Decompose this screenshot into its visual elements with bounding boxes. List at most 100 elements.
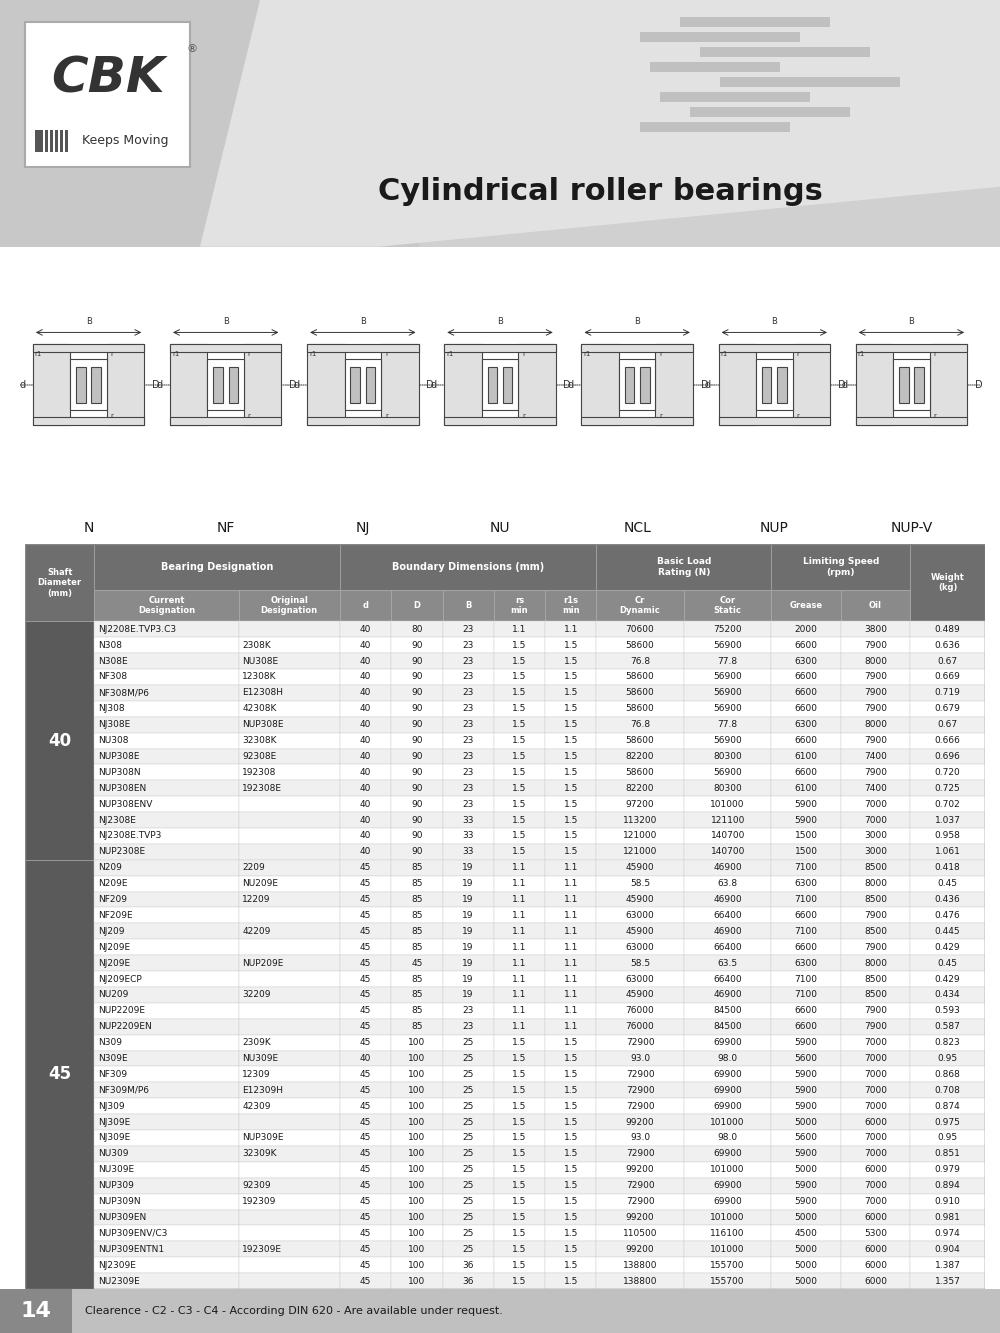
Bar bbox=[391, 1002, 443, 1018]
Bar bbox=[655, 344, 693, 425]
Bar bbox=[239, 892, 340, 908]
Text: 25: 25 bbox=[462, 1197, 474, 1206]
Text: 58600: 58600 bbox=[626, 672, 654, 681]
Bar bbox=[771, 1018, 841, 1034]
Text: 1.1: 1.1 bbox=[512, 926, 527, 936]
Bar bbox=[94, 892, 239, 908]
Bar bbox=[94, 1130, 239, 1146]
Text: 92308E: 92308E bbox=[242, 752, 277, 761]
Text: 1.5: 1.5 bbox=[563, 800, 578, 809]
Bar bbox=[94, 812, 239, 828]
Text: 7100: 7100 bbox=[795, 926, 818, 936]
Text: 85: 85 bbox=[411, 894, 423, 904]
Text: NCL: NCL bbox=[623, 521, 651, 535]
Bar bbox=[55, 129, 58, 152]
Text: 40: 40 bbox=[360, 736, 371, 745]
Text: 45: 45 bbox=[360, 910, 371, 920]
Text: Cr
Dynamic: Cr Dynamic bbox=[620, 596, 660, 616]
Bar bbox=[494, 1050, 545, 1066]
Bar bbox=[841, 828, 910, 844]
Text: r: r bbox=[659, 413, 662, 419]
Bar bbox=[239, 940, 340, 956]
Bar bbox=[771, 940, 841, 956]
Bar bbox=[391, 812, 443, 828]
Text: 45: 45 bbox=[411, 958, 423, 968]
Bar bbox=[494, 1193, 545, 1209]
Bar bbox=[94, 1146, 239, 1162]
Bar bbox=[684, 1002, 771, 1018]
Bar bbox=[910, 1034, 985, 1050]
Text: B: B bbox=[908, 317, 914, 327]
Bar bbox=[771, 970, 841, 986]
Text: 40: 40 bbox=[360, 625, 371, 633]
Bar bbox=[596, 1114, 684, 1130]
Bar bbox=[340, 986, 391, 1002]
Text: 0.679: 0.679 bbox=[935, 704, 961, 713]
Bar bbox=[94, 1002, 239, 1018]
Bar bbox=[443, 1066, 494, 1082]
Bar bbox=[94, 717, 239, 733]
Text: D: D bbox=[152, 380, 160, 389]
Bar bbox=[60, 129, 63, 152]
Bar bbox=[719, 344, 830, 352]
Text: 45: 45 bbox=[360, 1101, 371, 1110]
Bar bbox=[771, 780, 841, 796]
Bar bbox=[494, 1257, 545, 1273]
Bar bbox=[596, 828, 684, 844]
Bar bbox=[94, 876, 239, 892]
Text: 101000: 101000 bbox=[710, 800, 745, 809]
Bar bbox=[494, 1209, 545, 1225]
Bar bbox=[596, 591, 684, 621]
Text: 1.061: 1.061 bbox=[935, 848, 961, 856]
Bar bbox=[494, 1162, 545, 1178]
Bar bbox=[910, 1002, 985, 1018]
Bar bbox=[596, 621, 684, 637]
Bar bbox=[340, 717, 391, 733]
Bar bbox=[340, 1162, 391, 1178]
Bar bbox=[391, 764, 443, 780]
Bar bbox=[494, 1114, 545, 1130]
Bar bbox=[684, 717, 771, 733]
Bar bbox=[841, 956, 910, 970]
Bar bbox=[340, 876, 391, 892]
Bar bbox=[94, 1066, 239, 1082]
Text: 0.67: 0.67 bbox=[938, 657, 958, 665]
Text: 19: 19 bbox=[462, 864, 474, 872]
Text: 5000: 5000 bbox=[795, 1261, 818, 1269]
Text: 45: 45 bbox=[360, 864, 371, 872]
Bar bbox=[596, 1146, 684, 1162]
Text: 0.418: 0.418 bbox=[935, 864, 961, 872]
Bar bbox=[545, 1257, 596, 1273]
Bar bbox=[340, 924, 391, 940]
Text: CBK: CBK bbox=[51, 55, 165, 103]
Text: 5900: 5900 bbox=[795, 1086, 818, 1094]
Bar bbox=[239, 669, 340, 685]
Text: D: D bbox=[838, 380, 845, 389]
Text: NJ308E: NJ308E bbox=[98, 720, 131, 729]
Text: NUP: NUP bbox=[760, 521, 789, 535]
Bar bbox=[25, 544, 94, 621]
Bar bbox=[762, 367, 771, 403]
Text: r1: r1 bbox=[721, 352, 728, 357]
Bar bbox=[684, 1162, 771, 1178]
Bar bbox=[596, 637, 684, 653]
Text: NU209E: NU209E bbox=[242, 880, 278, 888]
Text: r: r bbox=[248, 413, 251, 419]
Text: NJ209E: NJ209E bbox=[98, 958, 130, 968]
Text: 1.1: 1.1 bbox=[512, 1006, 527, 1016]
Text: 6600: 6600 bbox=[795, 672, 818, 681]
Text: 3000: 3000 bbox=[864, 848, 887, 856]
Text: 19: 19 bbox=[462, 894, 474, 904]
Bar bbox=[443, 1002, 494, 1018]
Text: 1.1: 1.1 bbox=[563, 880, 578, 888]
Text: 40: 40 bbox=[360, 848, 371, 856]
Bar bbox=[239, 908, 340, 924]
Text: 1.5: 1.5 bbox=[512, 1133, 527, 1142]
Text: 0.981: 0.981 bbox=[935, 1213, 961, 1222]
Bar bbox=[239, 1066, 340, 1082]
Text: 45: 45 bbox=[360, 1070, 371, 1078]
Bar bbox=[494, 1273, 545, 1289]
Bar bbox=[33, 344, 70, 425]
Text: 45: 45 bbox=[360, 974, 371, 984]
Text: NUP308ENV: NUP308ENV bbox=[98, 800, 153, 809]
